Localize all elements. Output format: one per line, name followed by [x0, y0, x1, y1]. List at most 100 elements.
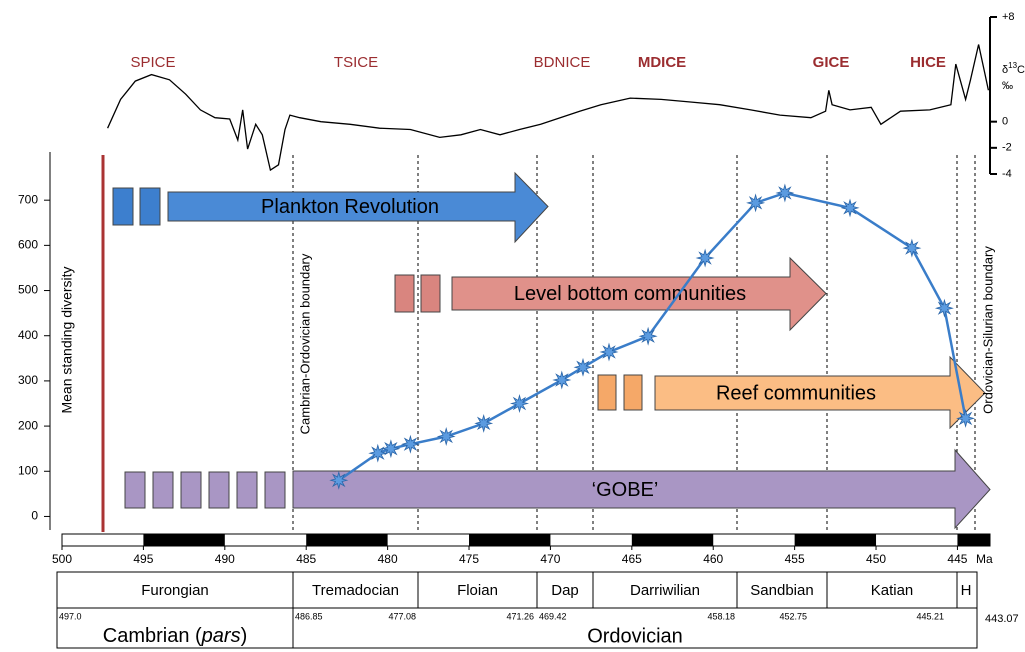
age: 469.42 — [539, 611, 567, 621]
diversity-point — [599, 342, 619, 362]
box — [264, 471, 286, 509]
box — [180, 471, 202, 509]
x-tick-label: 500 — [52, 552, 72, 566]
period-part: Cambrian ( — [103, 625, 202, 647]
diversity-point — [436, 427, 456, 446]
arrow-label: ‘GOBE’ — [592, 479, 659, 501]
box — [208, 471, 230, 509]
y-tick-label: 300 — [18, 373, 38, 387]
period-part: pars — [201, 625, 241, 647]
event-label: GICE — [813, 54, 850, 71]
scale-bar-segment — [794, 534, 877, 546]
epoch: Katian — [871, 582, 914, 599]
age: 445.21 — [916, 611, 944, 621]
boundary-label: Ordovician-Silurian boundary — [980, 246, 995, 414]
epoch: H — [961, 582, 972, 599]
diversity-point — [695, 248, 715, 268]
epoch: Furongian — [141, 582, 209, 599]
table-frame — [56, 571, 978, 649]
isotope-axis-label: ‰ — [1002, 80, 1013, 92]
diversity-point — [474, 413, 494, 433]
diversity-point — [509, 394, 530, 413]
scale-bar-segment — [957, 534, 990, 546]
age: 477.08 — [388, 611, 416, 621]
diversity-point — [329, 470, 349, 490]
arrow-label: Plankton Revolution — [261, 196, 439, 218]
diversity-point — [552, 370, 572, 390]
event-label: SPICE — [130, 54, 175, 71]
isotope-tick-label: -2 — [1002, 142, 1012, 154]
label-part: δ — [1002, 64, 1008, 76]
isotope-tick-label: 0 — [1002, 116, 1008, 128]
x-tick-label: 455 — [785, 552, 805, 566]
diversity-point — [638, 326, 658, 346]
age: 443.07 — [985, 613, 1019, 625]
epoch: Darriwilian — [630, 582, 700, 599]
event-label: BDNICE — [534, 54, 591, 71]
event-label: MDICE — [638, 54, 686, 71]
x-tick-label: 485 — [296, 552, 316, 566]
diversity-point — [956, 408, 976, 428]
box — [139, 187, 161, 226]
scale-bar-segment — [631, 534, 714, 546]
box — [152, 471, 174, 509]
isotope-axis-label: δ13C — [1002, 61, 1025, 76]
diversity-point — [400, 434, 420, 454]
y-tick-label: 500 — [18, 283, 38, 297]
diversity-point — [902, 238, 922, 258]
arrow — [292, 448, 991, 530]
epoch: Tremadocian — [312, 582, 399, 599]
box — [420, 274, 441, 313]
scale-bar-segment — [469, 534, 551, 546]
epoch: Sandbian — [750, 582, 813, 599]
event-label: TSICE — [334, 54, 378, 71]
diversity-point — [573, 357, 593, 377]
diversity-point — [381, 439, 401, 459]
epoch: Floian — [457, 582, 498, 599]
scale-bar-segment — [306, 534, 388, 546]
diversity-point — [368, 443, 388, 463]
x-tick-label: 470 — [540, 552, 560, 566]
boundary-label: Cambrian-Ordovician boundary — [297, 253, 312, 434]
arrow — [654, 355, 986, 430]
arrow-label: Reef communities — [716, 382, 876, 404]
y-axis-label: Mean standing diversity — [59, 266, 75, 413]
diversity-point — [775, 183, 795, 203]
age: 497.0 — [59, 611, 82, 621]
age: 486.85 — [295, 611, 323, 621]
x-tick-label: 445 — [947, 552, 967, 566]
y-tick-label: 200 — [18, 418, 38, 432]
box — [623, 374, 643, 411]
y-tick-label: 400 — [18, 328, 38, 342]
period: Ordovician — [587, 625, 683, 647]
x-tick-label: 460 — [703, 552, 723, 566]
box — [394, 274, 415, 313]
x-tick-label: 480 — [378, 552, 398, 566]
x-tick-label: 450 — [866, 552, 886, 566]
diversity-point — [746, 193, 766, 213]
scale-bar-segment — [143, 534, 225, 546]
x-unit: Ma — [976, 552, 993, 566]
period: Cambrian (pars) — [103, 625, 248, 647]
diversity-point — [840, 198, 860, 218]
age: 452.75 — [779, 611, 807, 621]
box — [236, 471, 258, 509]
event-label: HICE — [910, 54, 946, 71]
y-tick-label: 100 — [18, 463, 38, 477]
x-tick-label: 465 — [622, 552, 642, 566]
arrow — [451, 256, 827, 332]
box — [597, 374, 617, 411]
x-tick-label: 475 — [459, 552, 479, 566]
isotope-line — [107, 44, 990, 172]
label-part: C — [1017, 64, 1025, 76]
age: 458.18 — [707, 611, 735, 621]
label-part: 13 — [1008, 61, 1017, 70]
epoch: Dap — [551, 582, 579, 599]
arrow-label: Level bottom communities — [514, 283, 746, 305]
isotope-tick-label: -4 — [1002, 168, 1012, 180]
box — [112, 187, 134, 226]
age: 471.26 — [506, 611, 534, 621]
diversity-point — [934, 298, 954, 318]
x-tick-label: 490 — [215, 552, 235, 566]
y-tick-label: 0 — [31, 509, 38, 523]
